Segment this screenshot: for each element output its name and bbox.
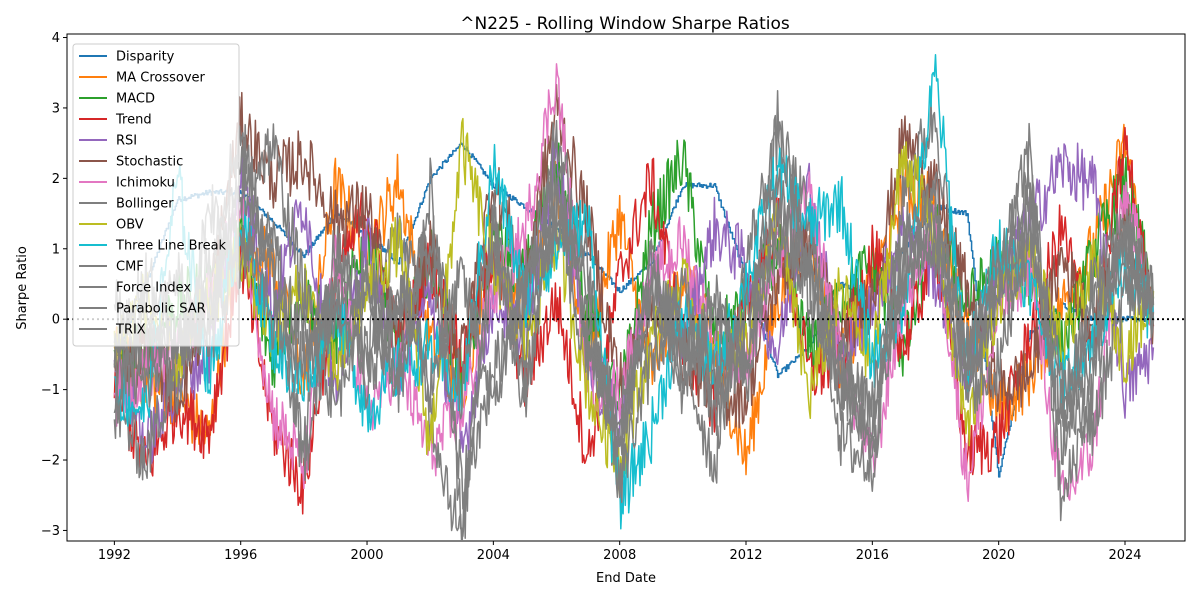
legend-label: Disparity — [116, 50, 175, 65]
y-axis: −3 −2 −1 0 1 2 3 4 — [41, 31, 67, 539]
legend-label: Force Index — [116, 281, 191, 296]
series-line-trend — [113, 126, 1155, 515]
legend-label: Ichimoku — [116, 176, 175, 191]
legend-label: OBV — [116, 218, 144, 233]
legend-box — [72, 43, 240, 347]
x-axis: 1992 1996 2000 2004 2008 2012 2016 2020 2024 — [98, 541, 1142, 563]
series-line-parabolic-sar — [113, 157, 1155, 537]
legend-label: Trend — [115, 113, 152, 128]
legend-label: Bollinger — [116, 197, 174, 212]
legend-label: MACD — [116, 92, 155, 107]
x-tick-label: 2020 — [982, 548, 1015, 563]
y-tick-label: 4 — [52, 31, 60, 46]
legend-label: Three Line Break — [115, 239, 227, 254]
x-tick-label: 2024 — [1108, 548, 1141, 563]
legend-label: Parabolic SAR — [116, 302, 206, 317]
legend-label: CMF — [116, 260, 144, 275]
series-line-trix — [113, 146, 1155, 461]
plot-area — [67, 54, 1185, 541]
plot-frame — [66, 33, 1186, 542]
y-axis-label: Sharpe Ratio — [15, 246, 30, 330]
y-tick-label: 2 — [52, 172, 60, 187]
x-tick-label: 1996 — [224, 548, 257, 563]
x-tick-label: 2008 — [603, 548, 636, 563]
legend-label: MA Crossover — [116, 71, 206, 86]
x-tick-label: 2016 — [856, 548, 889, 563]
chart-title: ^N225 - Rolling Window Sharpe Ratios — [460, 14, 790, 34]
y-tick-label: −3 — [41, 524, 60, 539]
y-tick-label: 3 — [52, 101, 60, 116]
y-tick-label: 1 — [52, 242, 60, 257]
x-tick-label: 2000 — [350, 548, 383, 563]
y-tick-label: 0 — [52, 313, 60, 328]
y-tick-label: −1 — [41, 383, 60, 398]
legend: Disparity MA Crossover MACD Trend RSI Stochas… — [72, 43, 240, 347]
legend-label: RSI — [116, 134, 137, 149]
x-tick-label: 2004 — [477, 548, 510, 563]
x-axis-label: End Date — [596, 571, 656, 586]
legend-label: TRIX — [115, 323, 146, 338]
x-tick-label: 2012 — [729, 548, 762, 563]
x-tick-label: 1992 — [98, 548, 131, 563]
legend-label: Stochastic — [116, 155, 183, 170]
y-tick-label: −2 — [41, 454, 60, 469]
